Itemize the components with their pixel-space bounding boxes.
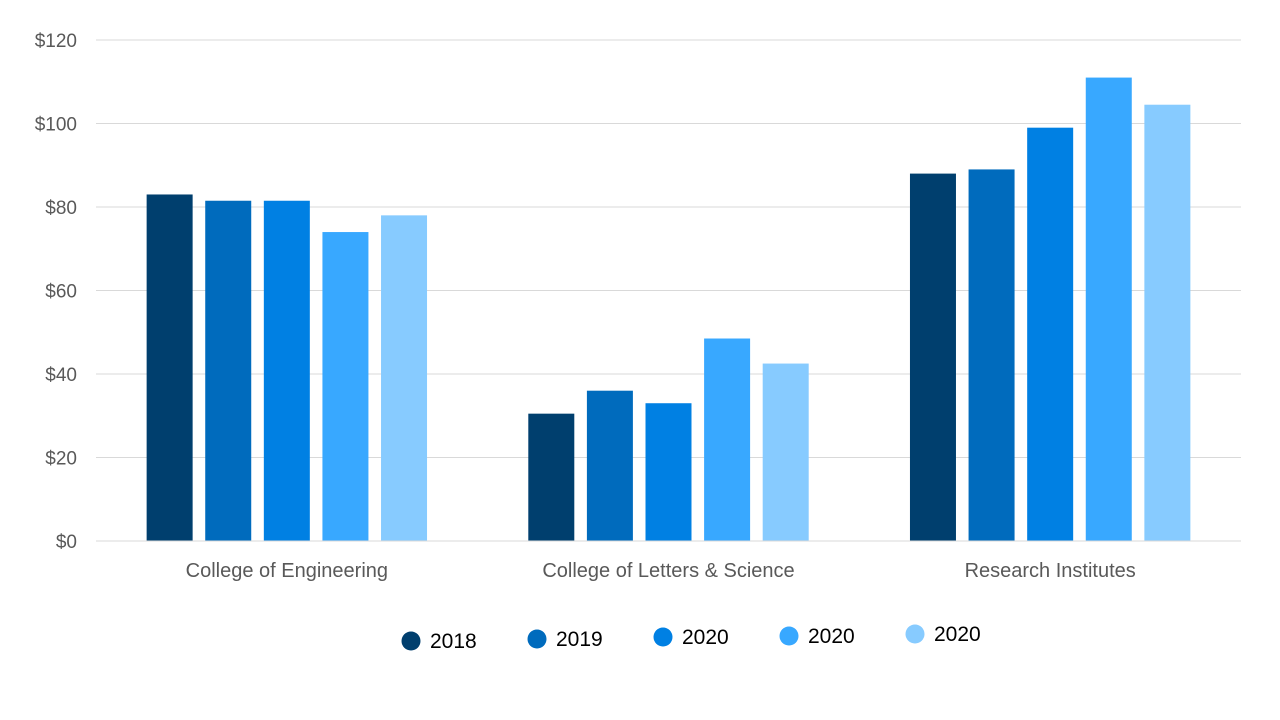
- bar: [762, 363, 809, 541]
- x-tick-label: College of Letters & Science: [542, 560, 794, 582]
- legend-item: 2020: [653, 626, 729, 649]
- legend-item: 2020: [905, 623, 981, 646]
- y-axis: $0 $20 $40 $60 $80 $100 $120: [35, 31, 77, 553]
- y-tick-label: $100: [35, 115, 77, 136]
- x-axis: College of Engineering College of Letters…: [186, 560, 1136, 582]
- y-tick-label: $80: [45, 198, 77, 219]
- legend-item: 2019: [527, 628, 603, 651]
- legend-label: 2018: [430, 630, 477, 653]
- x-tick-label: Research Institutes: [965, 560, 1136, 582]
- legend-marker: [905, 624, 925, 644]
- legend-item: 2018: [401, 630, 477, 653]
- legend-item: 2020: [779, 625, 855, 648]
- legend-marker: [653, 627, 673, 647]
- legend-marker: [401, 631, 421, 651]
- bar: [1144, 104, 1191, 542]
- y-tick-label: $120: [35, 31, 77, 52]
- legend-label: 2019: [556, 628, 603, 651]
- y-tick-label: $40: [45, 365, 77, 386]
- bar: [1085, 77, 1132, 541]
- bar: [263, 200, 310, 542]
- bar: [968, 169, 1015, 542]
- bars: [146, 77, 1191, 542]
- legend-marker: [527, 629, 547, 649]
- bar: [704, 338, 751, 541]
- bar: [322, 232, 369, 542]
- bar: [146, 194, 193, 541]
- bar: [586, 390, 633, 541]
- bar: [381, 215, 428, 541]
- bar: [205, 200, 252, 542]
- legend-marker: [779, 626, 799, 646]
- bar: [645, 403, 692, 541]
- legend: 2018 2019 2020 2020 2020: [401, 623, 981, 653]
- x-tick-label: College of Engineering: [186, 560, 388, 582]
- bar: [528, 413, 575, 541]
- legend-label: 2020: [682, 626, 729, 649]
- y-tick-label: $0: [56, 532, 77, 553]
- y-tick-label: $20: [45, 449, 77, 470]
- legend-label: 2020: [934, 623, 981, 646]
- bar: [909, 173, 956, 541]
- legend-label: 2020: [808, 625, 855, 648]
- y-tick-label: $60: [45, 282, 77, 303]
- bar: [1027, 127, 1074, 542]
